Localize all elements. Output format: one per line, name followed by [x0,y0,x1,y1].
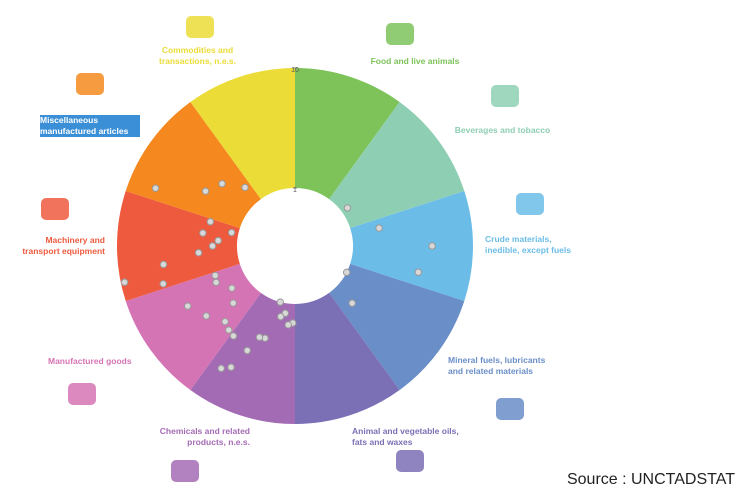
icon [171,460,199,482]
category-label: Manufactured goods [48,356,148,367]
point [228,364,234,370]
point [228,229,234,235]
point [222,318,228,324]
point [277,313,283,319]
point [349,300,355,306]
icon [496,398,524,420]
category-label: Machinery and transport equipment [8,235,105,257]
chart: 1 10 [0,0,741,495]
point [152,185,158,191]
point [415,269,421,275]
icon [516,193,544,215]
icon [68,383,96,405]
icon [396,450,424,472]
category-label: Crude materials, inedible, except fuels [485,234,585,256]
category-label: Commodities and transactions, n.e.s. [150,45,245,67]
icon [491,85,519,107]
point [213,279,219,285]
point [207,219,213,225]
point [244,347,250,353]
point [215,237,221,243]
point [195,250,201,256]
point [230,333,236,339]
point [285,322,291,328]
point [226,327,232,333]
point [121,279,127,285]
point [160,261,166,267]
category-label: Miscellaneous manufactured articles [40,115,140,137]
icon [386,23,414,45]
point [202,188,208,194]
category-label: Beverages and tobacco [445,125,560,136]
point [376,225,382,231]
point [184,303,190,309]
tick-label: 10 [291,67,299,74]
point [230,300,236,306]
point [277,299,283,305]
point [200,230,206,236]
category-label: Animal and vegetable oils, fats and waxe… [352,426,462,448]
point [218,365,224,371]
point [160,281,166,287]
category-label: Chemicals and related products, n.e.s. [130,426,250,448]
point [229,285,235,291]
source: Source : UNCTADSTAT [567,471,735,489]
page: 1 10 Source : UNCTADSTAT Food and live an… [0,0,741,495]
category-label: Food and live animals [355,56,475,67]
point [242,184,248,190]
point [343,269,349,275]
point [429,243,435,249]
point [203,313,209,319]
point [209,243,215,249]
category-label: Mineral fuels, lubricants and related ma… [448,355,558,377]
point [344,205,350,211]
icon [186,16,214,38]
point [219,181,225,187]
icon [41,198,69,220]
tick-label: 1 [293,187,297,194]
icon [76,73,104,95]
point [256,334,262,340]
point [212,272,218,278]
